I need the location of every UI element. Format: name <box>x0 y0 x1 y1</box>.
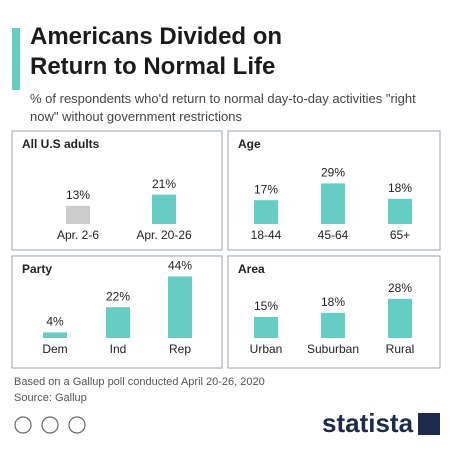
bar <box>321 183 345 224</box>
source: Source: Gallup <box>14 392 87 404</box>
category-label: Urban <box>250 342 283 356</box>
value-label: 18% <box>388 181 412 195</box>
category-label: Suburban <box>307 342 359 356</box>
bar <box>388 298 412 338</box>
bar <box>388 198 412 224</box>
bar <box>321 312 345 338</box>
accent-bar <box>12 28 20 90</box>
value-label: 22% <box>106 289 130 303</box>
value-label: 29% <box>321 166 345 180</box>
value-label: 4% <box>46 315 64 329</box>
bar <box>43 332 67 338</box>
category-label: Apr. 20-26 <box>136 228 192 242</box>
bar <box>106 307 130 338</box>
value-label: 13% <box>66 188 90 202</box>
panel <box>227 130 441 251</box>
bar <box>66 205 90 224</box>
value-label: 21% <box>152 177 176 191</box>
category-label: Rural <box>386 342 415 356</box>
note: Based on a Gallup poll conducted April 2… <box>14 376 265 388</box>
brand-icon <box>418 413 440 435</box>
cc-icons <box>14 416 86 434</box>
value-label: 15% <box>254 299 278 313</box>
bar <box>254 317 278 338</box>
panel-title: Party <box>22 262 52 276</box>
value-label: 17% <box>254 182 278 196</box>
category-label: Dem <box>42 342 67 356</box>
title: Americans Divided on Return to Normal Li… <box>30 23 283 80</box>
value-label: 18% <box>321 295 345 309</box>
bar <box>152 194 176 224</box>
subtitle: % of respondents who'd return to normal … <box>30 91 416 124</box>
panel-title: Area <box>238 262 265 276</box>
bar <box>168 276 192 338</box>
footnote: Based on a Gallup poll conducted April 2… <box>14 374 265 406</box>
category-label: 18-44 <box>251 228 282 242</box>
panel-title: Age <box>238 137 261 151</box>
panel-title: All U.S adults <box>22 137 100 151</box>
panel <box>11 255 223 369</box>
bar <box>254 200 278 224</box>
category-label: Rep <box>169 342 191 356</box>
panel <box>11 130 223 251</box>
category-label: Ind <box>110 342 127 356</box>
value-label: 44% <box>168 259 192 273</box>
value-label: 28% <box>388 281 412 295</box>
category-label: 45-64 <box>318 228 349 242</box>
panel <box>227 255 441 369</box>
brand: statista <box>322 408 414 438</box>
category-label: 65+ <box>390 228 410 242</box>
category-label: Apr. 2-6 <box>57 228 99 242</box>
